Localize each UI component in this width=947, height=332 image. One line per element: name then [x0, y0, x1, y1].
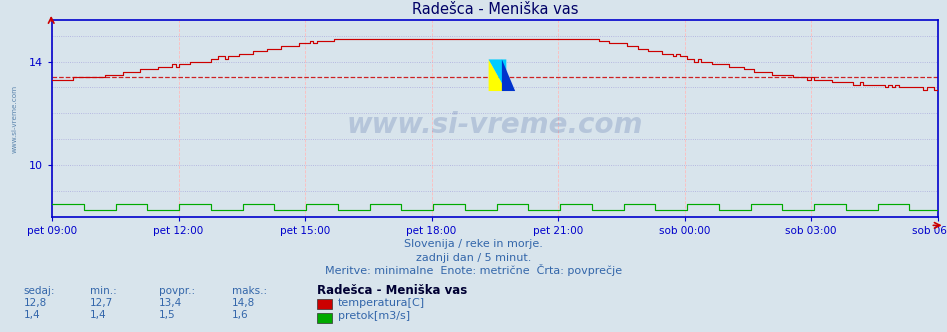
Text: 1,4: 1,4: [24, 310, 41, 320]
Text: 12,8: 12,8: [24, 298, 47, 308]
Polygon shape: [502, 59, 515, 91]
Text: 1,4: 1,4: [90, 310, 107, 320]
Text: 1,5: 1,5: [159, 310, 176, 320]
Text: temperatura[C]: temperatura[C]: [338, 298, 425, 308]
Text: 13,4: 13,4: [159, 298, 183, 308]
Text: Radešca - Meniška vas: Radešca - Meniška vas: [317, 284, 468, 297]
Text: 14,8: 14,8: [232, 298, 256, 308]
Text: Slovenija / reke in morje.: Slovenija / reke in morje.: [404, 239, 543, 249]
Text: pretok[m3/s]: pretok[m3/s]: [338, 311, 410, 321]
Polygon shape: [489, 59, 507, 91]
Polygon shape: [489, 59, 507, 91]
Text: sedaj:: sedaj:: [24, 286, 55, 296]
Text: zadnji dan / 5 minut.: zadnji dan / 5 minut.: [416, 253, 531, 263]
Text: maks.:: maks.:: [232, 286, 267, 296]
Text: 12,7: 12,7: [90, 298, 114, 308]
Text: 1,6: 1,6: [232, 310, 249, 320]
Text: povpr.:: povpr.:: [159, 286, 195, 296]
Text: www.si-vreme.com: www.si-vreme.com: [347, 111, 643, 139]
Title: Radešca - Meniška vas: Radešca - Meniška vas: [412, 2, 578, 17]
Text: www.si-vreme.com: www.si-vreme.com: [12, 85, 18, 153]
Text: Meritve: minimalne  Enote: metrične  Črta: povprečje: Meritve: minimalne Enote: metrične Črta:…: [325, 264, 622, 276]
Text: min.:: min.:: [90, 286, 116, 296]
